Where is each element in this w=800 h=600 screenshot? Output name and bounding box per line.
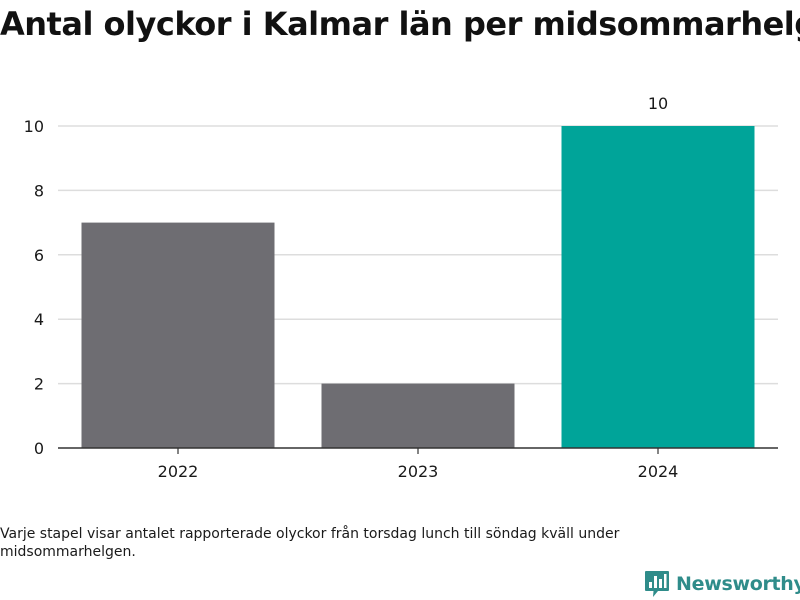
x-tick-label: 2024 [638,462,679,481]
y-tick-label: 4 [34,310,44,329]
y-tick-label: 0 [34,439,44,458]
y-tick-label: 8 [34,181,44,200]
newsworthy-logo: Newsworthy [644,569,800,599]
bar-2022 [81,222,275,448]
brand-name: Newsworthy [676,573,800,595]
bar-2023 [321,383,515,448]
y-tick-label: 2 [34,375,44,394]
bar-chart: 0 2 4 6 8 10 2022 2023 2024 10 [24,94,778,481]
x-tick-label: 2022 [158,462,199,481]
bar-2024 [561,126,755,448]
chart-title: Antal olyckor i Kalmar län per midsommar… [0,5,800,43]
y-tick-label: 6 [34,246,44,265]
x-tick-label: 2023 [398,462,439,481]
bars [81,126,755,448]
labels: 0 2 4 6 8 10 2022 2023 2024 10 [24,94,679,481]
data-label: 10 [648,94,668,113]
axes [58,447,778,454]
chart-caption: Varje stapel visar antalet rapporterade … [0,526,620,560]
bar-chart-speech-bubble-icon [645,571,669,597]
y-tick-label: 10 [24,117,44,136]
